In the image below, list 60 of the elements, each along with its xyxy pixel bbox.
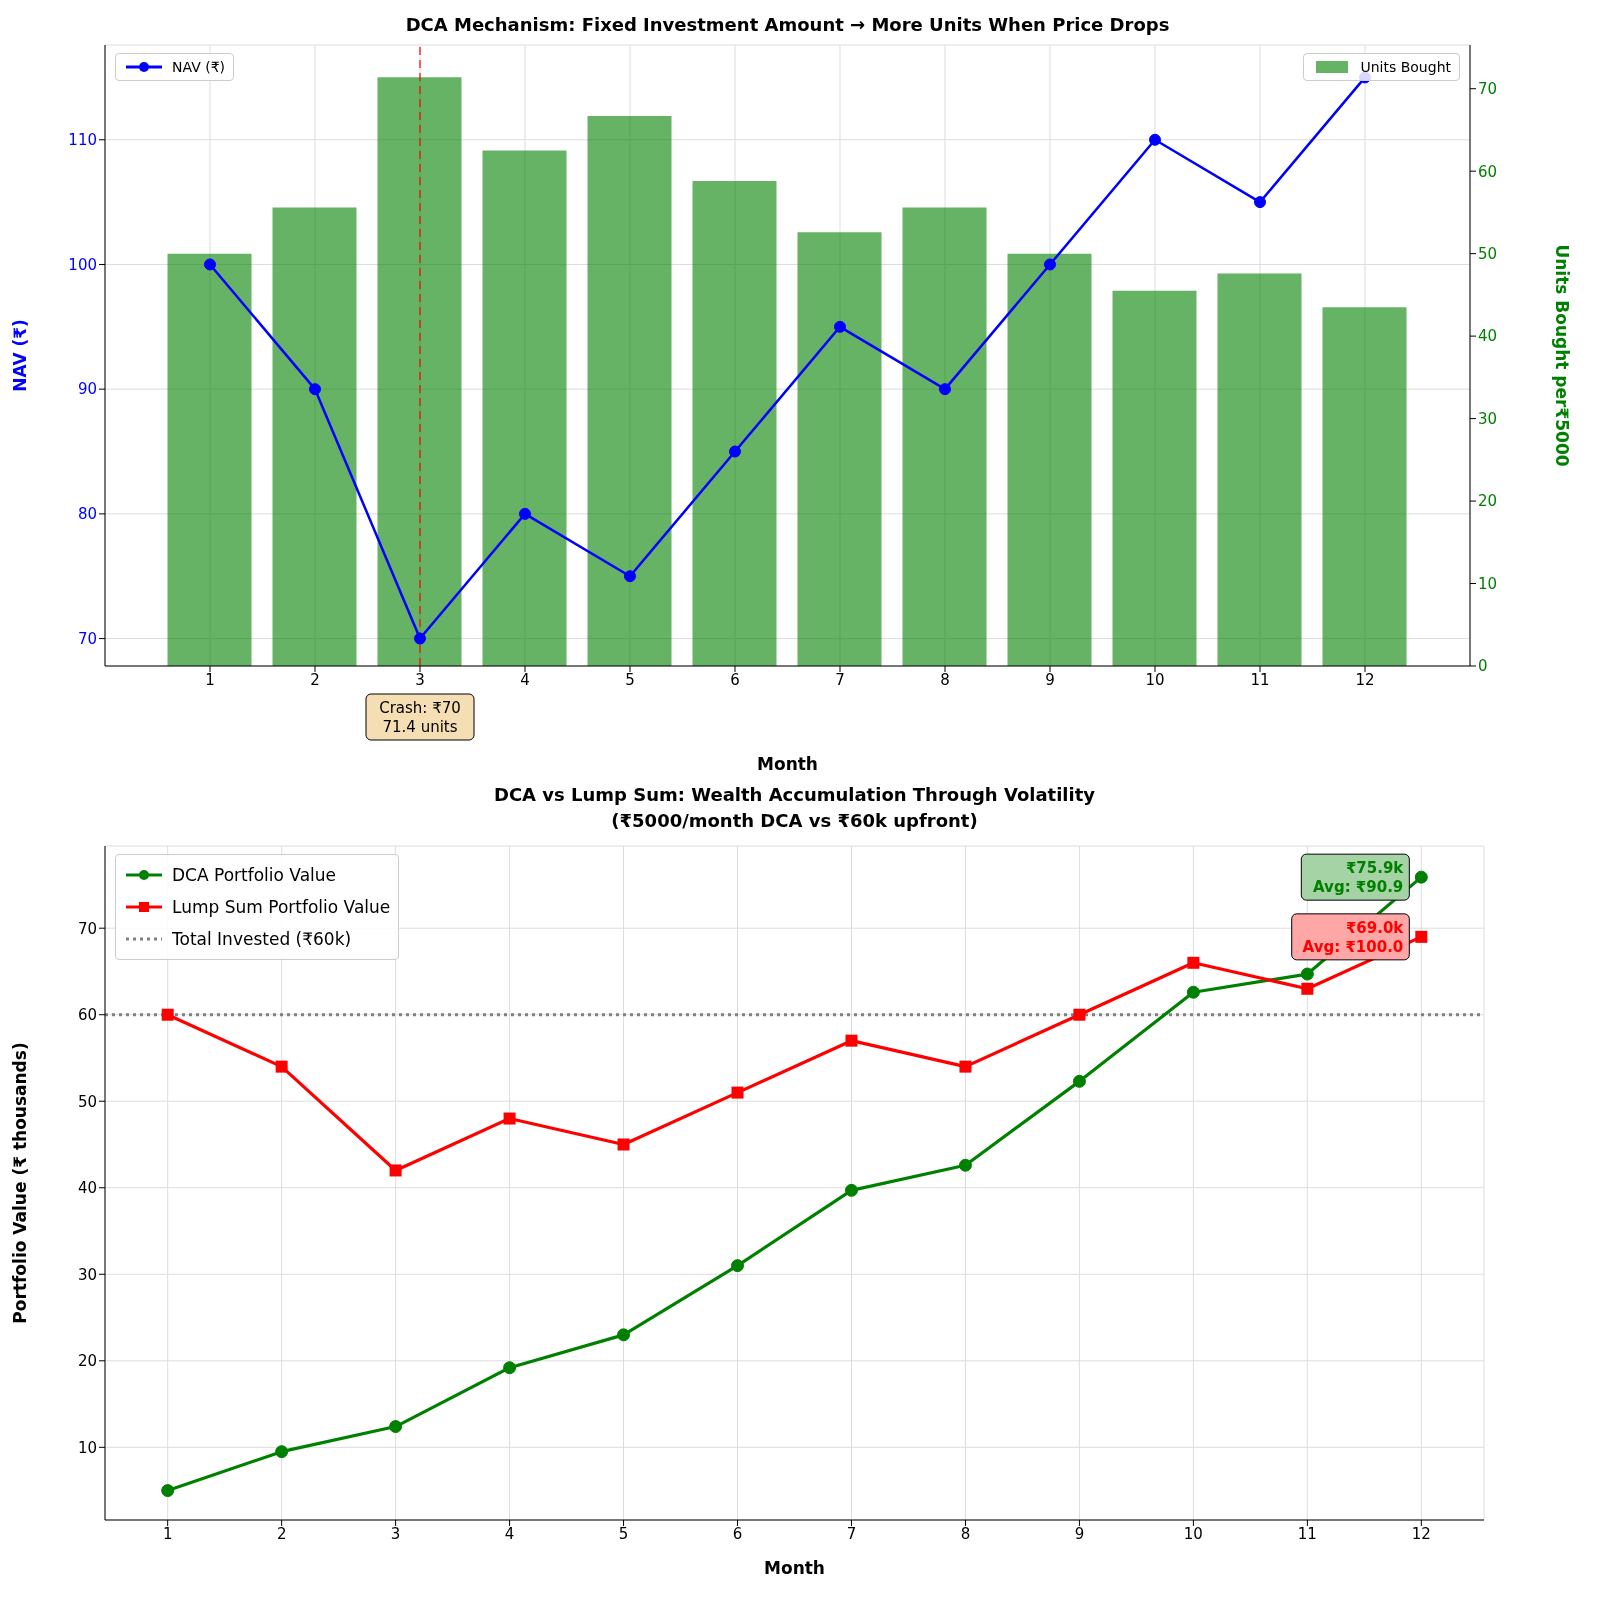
annotation: ₹75.9k Avg: ₹90.9 xyxy=(1313,859,1405,897)
y-axis-title: Portfolio Value (₹ thousands) xyxy=(10,1042,31,1324)
y-tick-label: 110 xyxy=(68,131,97,150)
x-tick-label: 1 xyxy=(205,670,215,689)
legend-label: Units Bought xyxy=(1360,58,1451,76)
y-tick-label: 20 xyxy=(77,1352,97,1371)
x-tick-label: 6 xyxy=(732,1524,743,1543)
annotation: ₹69.0k Avg: ₹100.0 xyxy=(1302,918,1405,956)
y-tick-label: 70 xyxy=(77,629,97,648)
x-tick-label: 10 xyxy=(1183,1524,1203,1543)
x-tick-label: 7 xyxy=(846,1524,857,1543)
x-tick-label: 5 xyxy=(618,1524,629,1543)
x-tick-label: 5 xyxy=(625,670,635,689)
legend-label: DCA Portfolio Value xyxy=(172,864,337,887)
y2-tick-label: 70 xyxy=(1478,80,1498,99)
y-tick-label: 50 xyxy=(77,1092,97,1111)
y-tick-label: 100 xyxy=(68,255,97,274)
x-tick-label: 9 xyxy=(1045,670,1055,689)
x-tick-label: 8 xyxy=(960,1524,971,1543)
y-tick-label: 80 xyxy=(77,505,97,524)
y2-tick-label: 10 xyxy=(1478,574,1498,593)
y-tick-label: 60 xyxy=(77,1006,97,1025)
y2-tick-label: 0 xyxy=(1478,657,1488,676)
x-tick-label: 11 xyxy=(1297,1524,1317,1543)
x-tick-label: 4 xyxy=(520,670,530,689)
x-tick-label: 6 xyxy=(730,670,740,689)
x-tick-label: 3 xyxy=(390,1524,401,1543)
legend-label: Lump Sum Portfolio Value xyxy=(172,896,391,919)
x-tick-label: 8 xyxy=(940,670,950,689)
text: Crash: ₹70 71.4 units xyxy=(379,699,461,736)
x-tick-label: 11 xyxy=(1250,670,1270,689)
x-tick-label: 9 xyxy=(1074,1524,1085,1543)
x-axis-title: Month xyxy=(764,1558,825,1578)
y-tick-label: 90 xyxy=(77,380,97,399)
x-tick-label: 2 xyxy=(310,670,320,689)
chart-title: DCA Mechanism: Fixed Investment Amount → More Units When Price Drops xyxy=(404,13,1171,37)
y-tick-label: 70 xyxy=(77,919,97,938)
y2-tick-label: 50 xyxy=(1478,244,1498,263)
x-tick-label: 12 xyxy=(1355,670,1375,689)
y2-tick-label: 60 xyxy=(1478,162,1498,181)
y2-tick-label: 30 xyxy=(1478,409,1498,428)
x-axis-title: Month xyxy=(757,754,818,774)
x-tick-label: 12 xyxy=(1411,1524,1431,1543)
x-tick-label: 3 xyxy=(415,670,425,689)
y2-axis-title: Units Bought per₹5000 xyxy=(1551,244,1572,467)
x-tick-label: 4 xyxy=(504,1524,515,1543)
y2-tick-label: 20 xyxy=(1478,492,1498,511)
y-tick-label: 10 xyxy=(77,1438,97,1457)
y-tick-label: 40 xyxy=(77,1179,97,1198)
y2-tick-label: 40 xyxy=(1478,327,1498,346)
x-tick-label: 7 xyxy=(835,670,845,689)
y-axis-title: NAV (₹) xyxy=(10,319,31,392)
legend-label: NAV (₹) xyxy=(172,58,226,76)
x-tick-label: 10 xyxy=(1145,670,1165,689)
chart-subtitle: (₹5000/month DCA vs ₹60k upfront) xyxy=(610,809,979,833)
x-tick-label: 2 xyxy=(276,1524,287,1543)
x-tick-label: 1 xyxy=(162,1524,173,1543)
y-tick-label: 30 xyxy=(77,1265,97,1284)
chart-title: DCA vs Lump Sum: Wealth Accumulation Through Volatility xyxy=(492,783,1097,807)
legend-label: Total Invested (₹60k) xyxy=(172,928,352,951)
